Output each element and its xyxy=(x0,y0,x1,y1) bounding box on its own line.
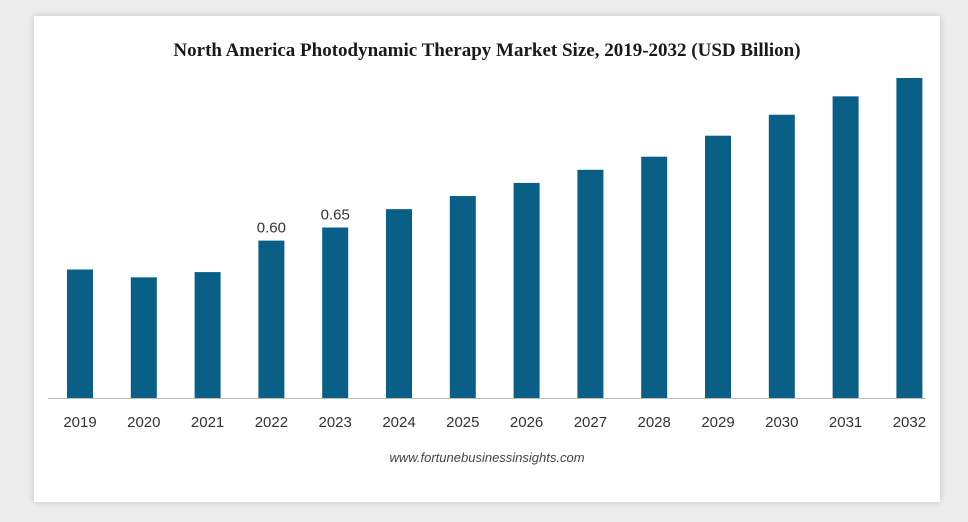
x-tick-label: 2032 xyxy=(893,414,926,431)
bar-2024 xyxy=(386,209,412,398)
bar-2019 xyxy=(67,269,93,398)
source-label: www.fortunebusinessinsights.com xyxy=(389,450,585,465)
x-tick-label: 2031 xyxy=(829,414,862,431)
bar-2022 xyxy=(258,240,285,398)
x-tick-label: 2025 xyxy=(446,414,479,431)
bar-2028 xyxy=(641,156,668,398)
bar-2027 xyxy=(577,169,604,398)
bar-2020 xyxy=(130,277,157,398)
bar-2026 xyxy=(513,182,540,398)
x-tick-label: 2029 xyxy=(701,414,734,431)
bar-2029 xyxy=(705,135,731,398)
bar-chart: 2019 2020 2021 2022 0.60 2023 0.65 2024 2025 2026… xyxy=(48,78,926,431)
bar-2032 xyxy=(896,78,923,398)
x-tick-label: 2026 xyxy=(510,414,543,431)
bar-2021 xyxy=(194,272,221,398)
x-tick-label: 2020 xyxy=(127,414,160,431)
x-tick-label: 2028 xyxy=(638,414,671,431)
x-tick-label: 2022 xyxy=(255,414,288,431)
bar-2023 xyxy=(322,227,349,398)
x-tick-label: 2023 xyxy=(319,414,352,431)
bar-2025 xyxy=(449,196,476,398)
x-tick-label: 2027 xyxy=(574,414,607,431)
data-label-2022: 0.60 xyxy=(257,220,286,237)
chart-title: North America Photodynamic Therapy Marke… xyxy=(173,40,801,61)
chart-card: North America Photodynamic Therapy Marke… xyxy=(34,16,940,502)
bar-2031 xyxy=(832,96,859,398)
x-tick-label: 2019 xyxy=(63,414,96,431)
bar-2030 xyxy=(768,114,795,398)
x-tick-label: 2021 xyxy=(191,414,224,431)
x-tick-label: 2030 xyxy=(765,414,798,431)
data-label-2023: 0.65 xyxy=(321,207,350,224)
x-tick-label: 2024 xyxy=(382,414,415,431)
